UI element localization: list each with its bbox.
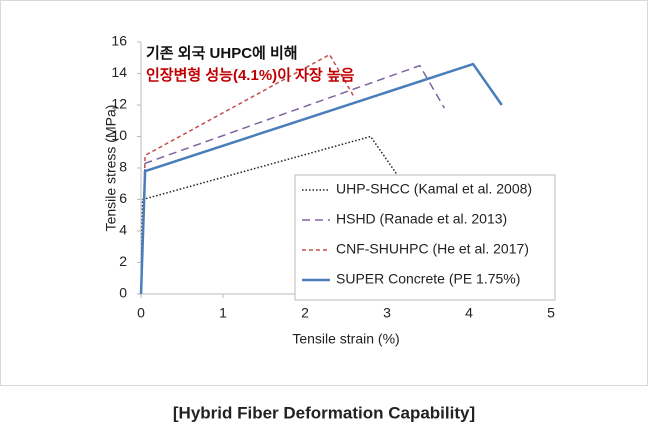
legend-label: SUPER Concrete (PE 1.75%) — [336, 271, 520, 287]
legend-label: HSHD (Ranade et al. 2013) — [336, 211, 507, 227]
x-tick-label: 2 — [301, 305, 309, 321]
y-tick-label: 12 — [111, 96, 127, 112]
x-tick-label: 3 — [383, 305, 391, 321]
x-tick-label: 4 — [465, 305, 473, 321]
annotation: 인장변형 성능(4.1%)이 자장 높음 — [146, 66, 355, 84]
x-tick-label: 1 — [219, 305, 227, 321]
y-tick-label: 4 — [119, 222, 127, 238]
y-tick-label: 0 — [119, 285, 127, 301]
legend-label: CNF-SHUHPC (He et al. 2017) — [336, 241, 529, 257]
x-tick-label: 0 — [137, 305, 145, 321]
y-tick-label: 16 — [111, 33, 127, 49]
y-axis-label: Tensile stress (MPa) — [103, 105, 119, 232]
y-tick-label: 14 — [111, 64, 127, 80]
x-tick-label: 5 — [547, 305, 555, 321]
legend-box — [294, 174, 556, 301]
series-line — [140, 53, 355, 295]
y-tick-label: 6 — [119, 190, 127, 206]
annotation: 기존 외국 UHPC에 비해 — [146, 44, 298, 62]
caption: [Hybrid Fiber Deformation Capability] — [173, 403, 475, 422]
y-tick-label: 8 — [119, 159, 127, 175]
x-axis-label: Tensile strain (%) — [292, 331, 399, 347]
series-line — [139, 62, 503, 295]
legend-label: UHP-SHCC (Kamal et al. 2008) — [336, 181, 532, 197]
y-tick-label: 10 — [111, 127, 127, 143]
y-tick-label: 2 — [119, 253, 127, 269]
